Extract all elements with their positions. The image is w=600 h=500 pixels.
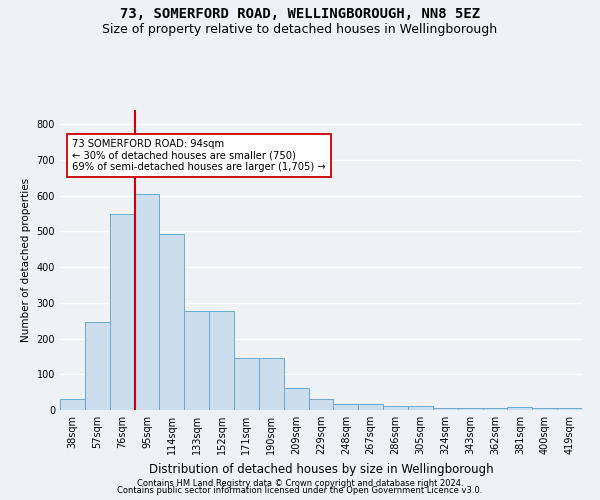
Text: Contains HM Land Registry data © Crown copyright and database right 2024.: Contains HM Land Registry data © Crown c…: [137, 478, 463, 488]
Bar: [209, 311, 234, 410]
Bar: [532, 408, 557, 410]
Bar: [234, 358, 259, 410]
Bar: [160, 234, 184, 410]
Bar: [433, 408, 458, 410]
Bar: [110, 214, 134, 410]
Bar: [134, 194, 160, 410]
Bar: [408, 406, 433, 410]
X-axis label: Distribution of detached houses by size in Wellingborough: Distribution of detached houses by size …: [149, 462, 493, 475]
Bar: [482, 408, 508, 410]
Bar: [85, 322, 110, 410]
Bar: [508, 407, 532, 410]
Bar: [284, 388, 308, 410]
Bar: [557, 408, 582, 410]
Y-axis label: Number of detached properties: Number of detached properties: [21, 178, 31, 342]
Bar: [259, 358, 284, 410]
Bar: [334, 404, 358, 410]
Text: 73 SOMERFORD ROAD: 94sqm
← 30% of detached houses are smaller (750)
69% of semi-: 73 SOMERFORD ROAD: 94sqm ← 30% of detach…: [73, 138, 326, 172]
Bar: [184, 311, 209, 410]
Bar: [358, 404, 383, 410]
Bar: [308, 400, 334, 410]
Text: 73, SOMERFORD ROAD, WELLINGBOROUGH, NN8 5EZ: 73, SOMERFORD ROAD, WELLINGBOROUGH, NN8 …: [120, 8, 480, 22]
Bar: [60, 398, 85, 410]
Text: Contains public sector information licensed under the Open Government Licence v3: Contains public sector information licen…: [118, 486, 482, 495]
Bar: [458, 408, 482, 410]
Bar: [383, 406, 408, 410]
Text: Size of property relative to detached houses in Wellingborough: Size of property relative to detached ho…: [103, 22, 497, 36]
